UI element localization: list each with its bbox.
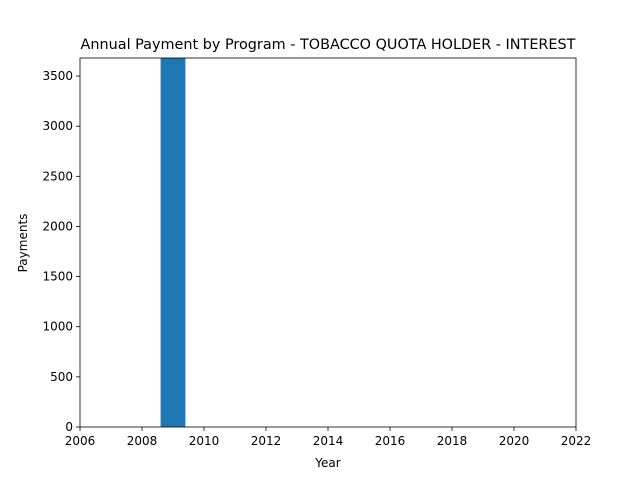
x-tick-label: 2018: [437, 434, 468, 448]
bar: [160, 58, 186, 427]
y-tick-label: 1500: [42, 270, 73, 284]
x-tick-label: 2012: [251, 434, 282, 448]
x-tick-label: 2010: [189, 434, 220, 448]
y-tick-label: 0: [65, 420, 73, 434]
x-tick-label: 2006: [65, 434, 96, 448]
bars-group: [160, 58, 186, 427]
y-tick-label: 2500: [42, 169, 73, 183]
y-tick-label: 3000: [42, 119, 73, 133]
x-tick-label: 2016: [375, 434, 406, 448]
x-tick-label: 2008: [127, 434, 158, 448]
plot-frame: [79, 57, 577, 428]
x-tick-label: 2014: [313, 434, 344, 448]
x-axis-label: Year: [314, 456, 340, 470]
y-axis-label: Payments: [16, 214, 30, 273]
y-tick-label: 3500: [42, 69, 73, 83]
y-ticks-group: 0 500 1000 1500 2000 2500 3000 3500: [42, 69, 80, 434]
y-tick-label: 1000: [42, 320, 73, 334]
y-tick-label: 500: [50, 370, 73, 384]
x-tick-label: 2020: [499, 434, 530, 448]
x-ticks-group: 2006 2008 2010 2012 2014 2016 2018 2020 2022: [65, 427, 592, 448]
x-tick-label: 2022: [561, 434, 592, 448]
chart-title: Annual Payment by Program - TOBACCO QUOT…: [81, 37, 576, 53]
y-tick-label: 2000: [42, 219, 73, 233]
